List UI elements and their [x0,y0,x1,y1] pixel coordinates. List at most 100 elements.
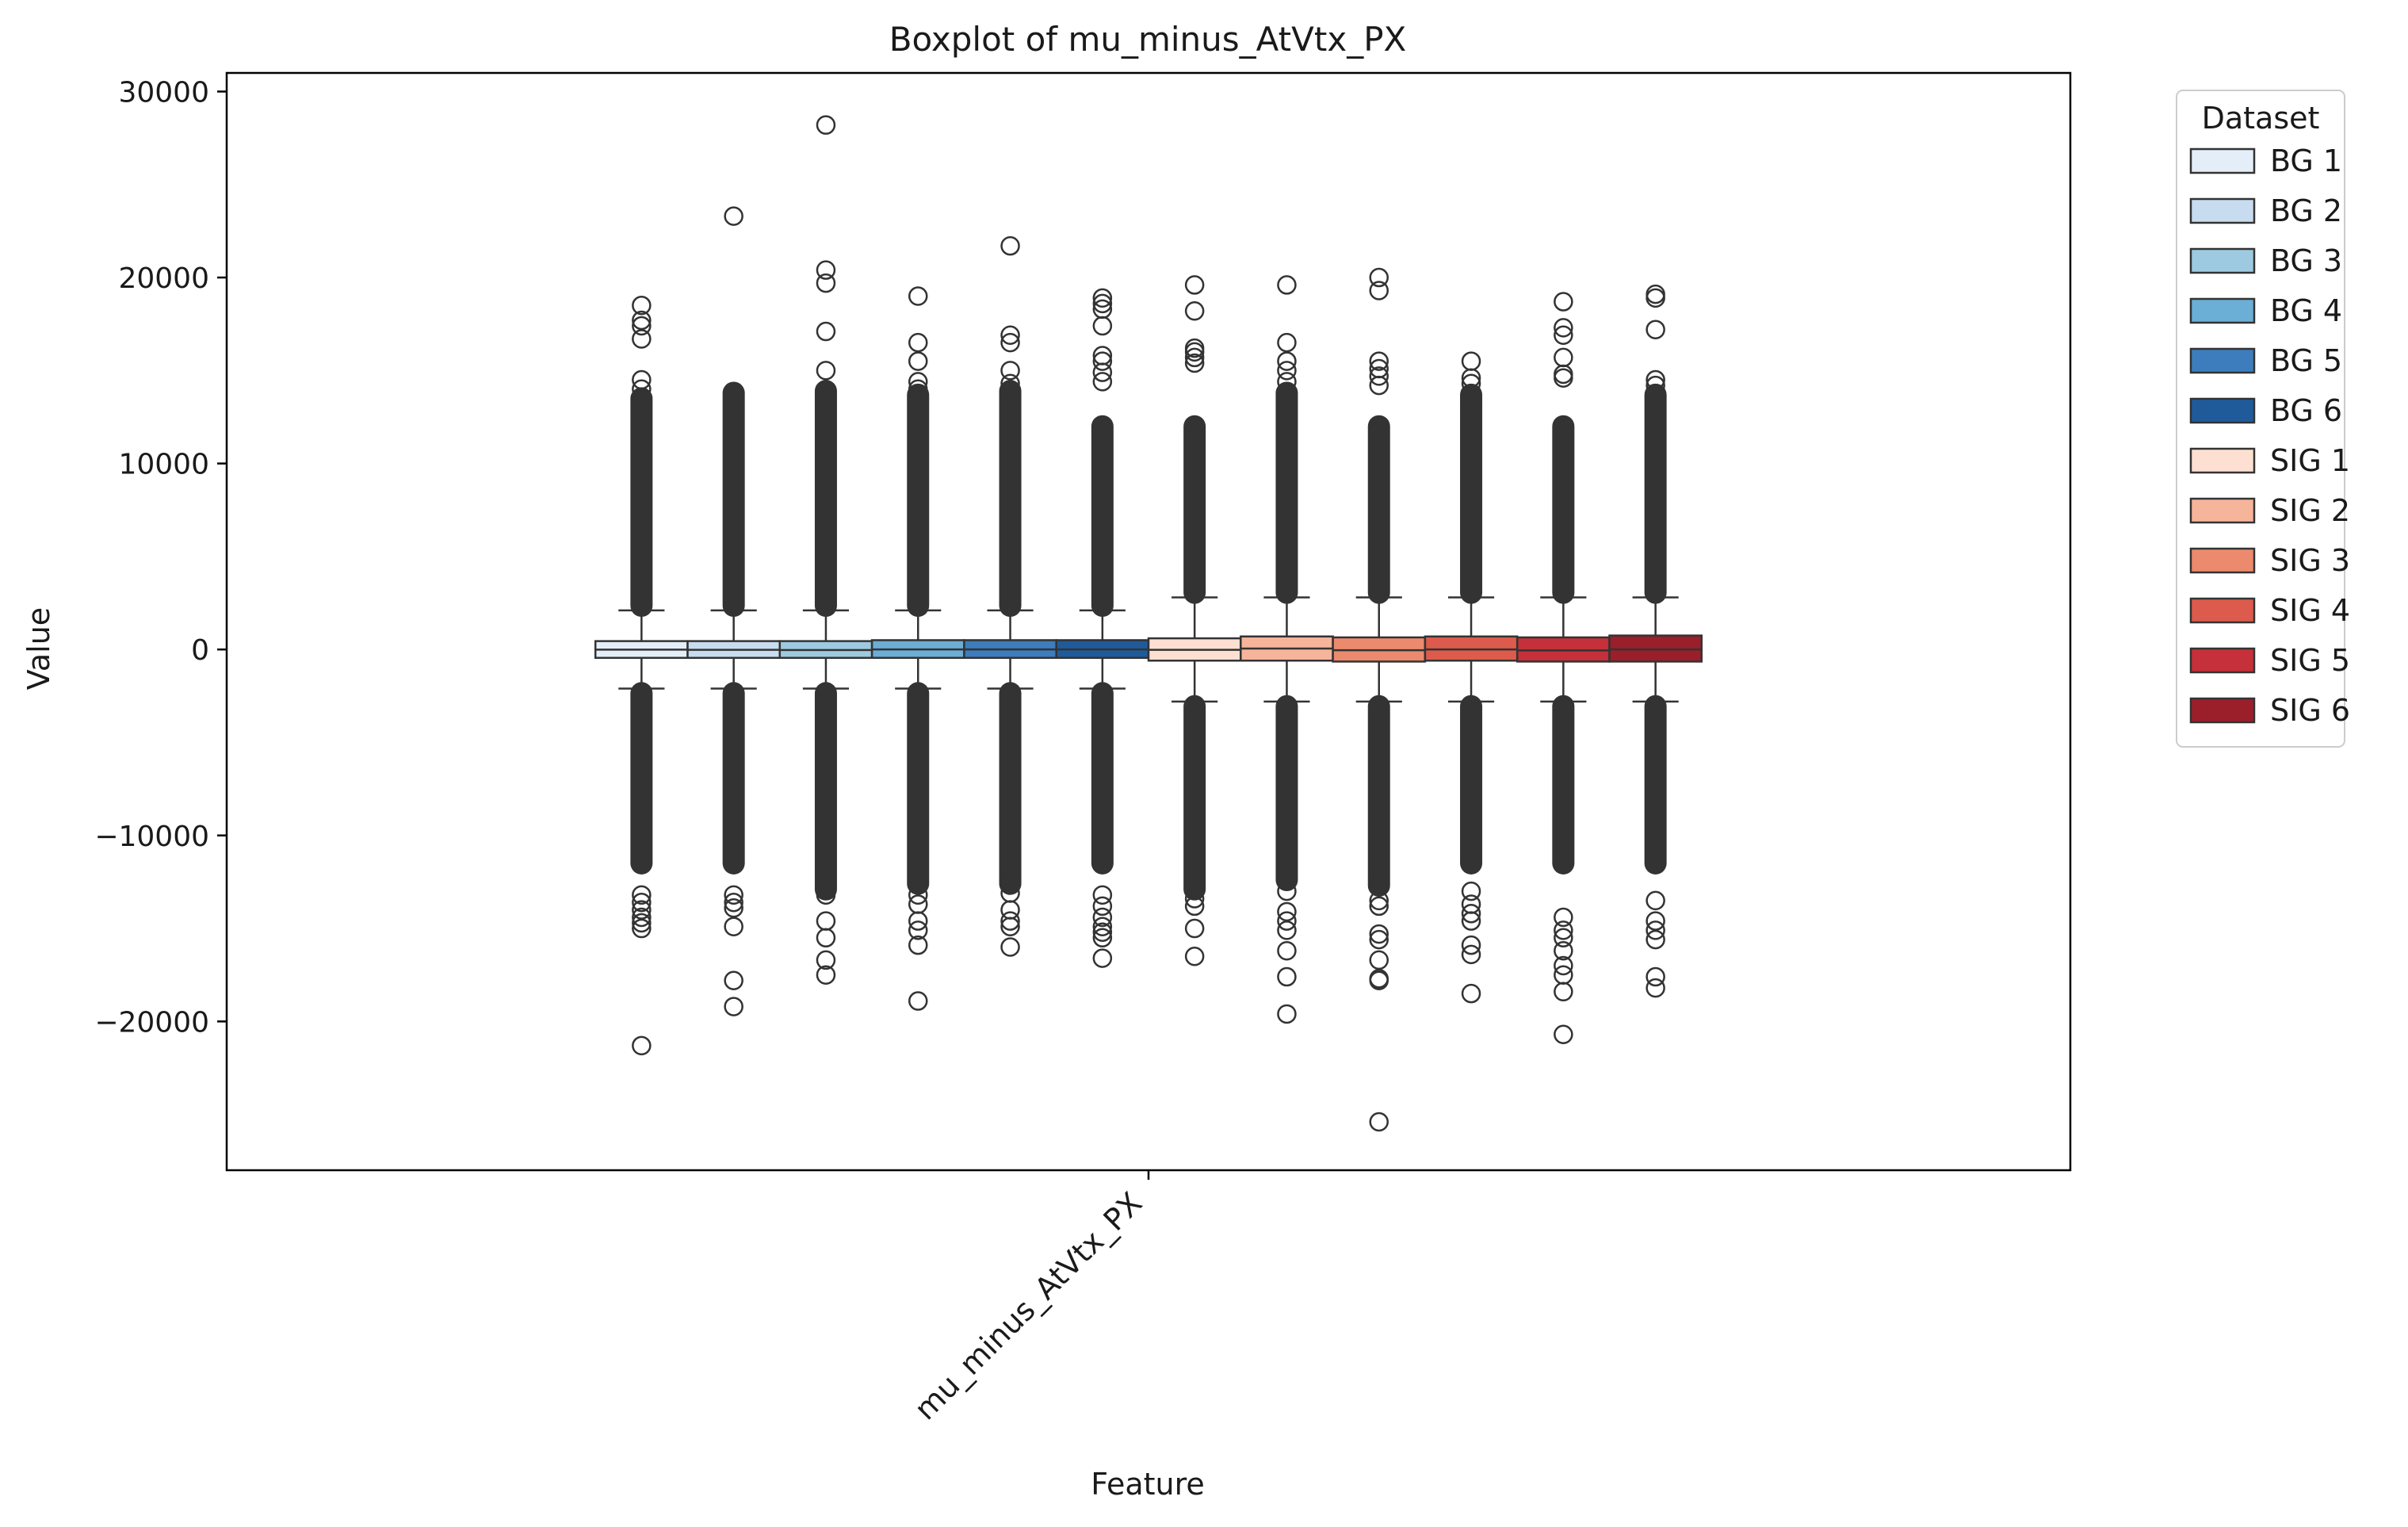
outlier-point [1369,950,1389,970]
outlier-point [908,351,928,371]
outlier-point [632,316,652,336]
legend-label: SIG 4 [2270,593,2350,628]
outlier-point [1092,885,1113,905]
outlier-point [1092,922,1113,942]
outlier-point [1000,911,1020,931]
outlier-point [1184,889,1205,909]
outlier-point [632,900,652,920]
y-axis-label: Value [21,607,56,690]
outlier-point [1645,920,1665,940]
box-group [778,115,873,985]
outlier-point [1000,373,1020,393]
outlier-point [816,950,836,970]
outlier-point [724,407,743,427]
outlier-band-high [1460,383,1483,604]
outlier-point [1554,318,1573,338]
outlier-point [1645,320,1665,339]
outlier-point [1184,342,1205,362]
legend-label: BG 1 [2270,144,2342,178]
outlier-band-low [1644,695,1667,874]
outlier-point [1369,890,1389,911]
box-group [1516,292,1611,1045]
outlier-point [908,385,928,405]
outlier-point [816,273,836,293]
outlier-band-high [1552,415,1575,604]
outlier-point [816,928,836,948]
outlier-point [816,965,836,985]
outlier-point [724,970,743,990]
outlier-point [1000,361,1020,381]
outlier-point [908,874,928,894]
outlier-point [632,918,652,939]
outlier-point [908,286,928,306]
outlier-point [1645,978,1665,998]
outlier-point [1554,1024,1573,1045]
outlier-point [1369,267,1389,288]
legend: Dataset BG 1 BG 2 BG 3 BG 4 BG 5 BG 6 SIG 1 SIG … [2176,90,2350,748]
outlier-point [724,885,743,905]
outlier-band-high [1367,415,1390,604]
outlier-band-high [1091,415,1114,618]
outlier-point [908,885,928,905]
outlier-band-low [999,682,1022,895]
box-group [963,235,1057,957]
outlier-point [1277,881,1297,901]
outlier-point [1369,896,1389,917]
outlier-point [1369,366,1389,386]
outlier-band-high [722,381,745,618]
chart-title: Boxplot of mu_minus_AtVtx_PX [889,20,1407,59]
outlier-point [908,935,928,955]
outlier-point [1645,966,1665,987]
outlier-point [1554,325,1573,346]
outlier-point [632,329,652,349]
outlier-point [1645,288,1665,308]
box-group [1608,284,1703,998]
outlier-point [724,206,743,226]
outlier-point [1277,870,1297,890]
box-group [594,295,689,1056]
outlier-band-low [1460,695,1483,874]
outlier-point [1092,288,1113,308]
outlier-point [724,997,743,1016]
legend-swatch [2189,697,2256,724]
legend-swatch [2189,547,2256,574]
legend-label: BG 6 [2270,393,2342,428]
outlier-point [1092,896,1113,917]
outlier-point [908,920,928,940]
outlier-band-low [1275,695,1298,892]
legend-swatch [2189,397,2256,424]
outlier-point [1554,928,1573,948]
outlier-point [632,892,652,913]
outlier-point [1184,946,1205,966]
outlier-point [1554,955,1573,976]
outlier-point [816,405,836,425]
outlier-point [816,392,836,412]
outlier-point [1000,874,1020,894]
outlier-band-low [1367,695,1390,897]
outlier-band-low [630,682,653,874]
outlier-point [1461,944,1481,965]
outlier-band-high [1644,383,1667,604]
outlier-point [724,892,743,913]
outlier-point [1184,896,1205,917]
outlier-point [1461,881,1481,901]
box-group [1424,351,1519,1004]
outlier-band-high [814,380,837,618]
outlier-point [1461,373,1481,393]
outlier-point [908,372,928,392]
outlier-point [724,897,743,918]
outlier-point [724,385,743,405]
outlier-point [1461,392,1481,412]
outlier-point [1369,929,1389,950]
outlier-point [632,885,652,905]
outlier-point [1000,235,1020,256]
legend-swatch [2189,647,2256,674]
outlier-point [1000,917,1020,936]
outlier-point [1277,332,1297,353]
outlier-point [1277,901,1297,922]
outlier-point [1645,369,1665,390]
outlier-point [1092,928,1113,948]
legend-swatch [2189,147,2256,174]
outlier-point [632,388,652,408]
outlier-point [1277,1004,1297,1024]
